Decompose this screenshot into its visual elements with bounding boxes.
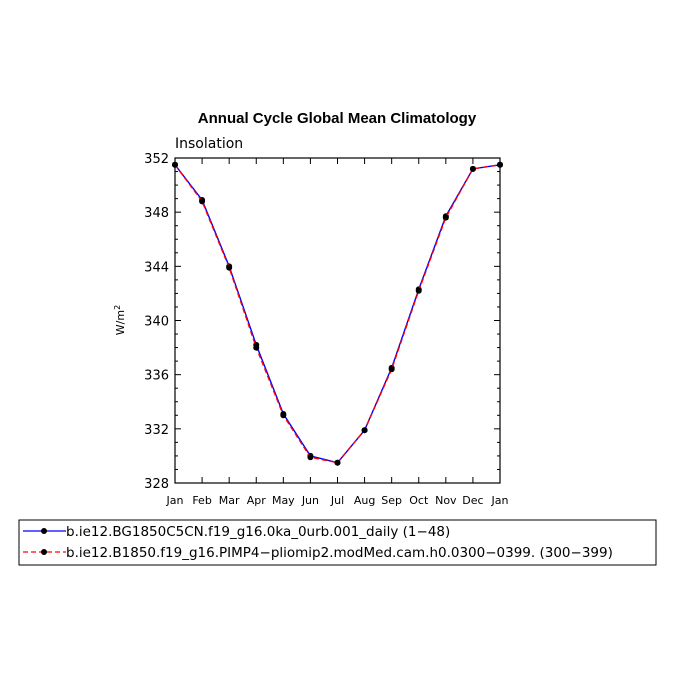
- y-tick-label: 348: [144, 206, 169, 221]
- legend-marker-1: [41, 528, 47, 534]
- x-tick-label: Jun: [301, 494, 319, 507]
- x-tick-label: Nov: [435, 494, 457, 507]
- x-tick-label: Jul: [330, 494, 344, 507]
- legend-box: [18, 519, 657, 566]
- series-2-point: [253, 344, 260, 351]
- series-2-point: [415, 287, 422, 294]
- series-layer: [172, 161, 503, 466]
- y-tick-label: 344: [144, 260, 169, 275]
- plot-frame: [174, 157, 501, 484]
- y-axis-label-unit: W/m: [114, 310, 127, 335]
- series-2-point: [388, 366, 395, 373]
- x-tick-label: Jan: [491, 494, 509, 507]
- y-tick-label: 332: [144, 423, 169, 438]
- series-2-point: [280, 412, 287, 419]
- x-tick-label: May: [272, 494, 295, 507]
- series-2-point: [307, 454, 314, 461]
- series-2-point: [199, 198, 206, 205]
- x-tick-label: Apr: [247, 494, 267, 507]
- x-tick-label: Mar: [219, 494, 240, 507]
- legend-label-1: b.ie12.BG1850C5CN.f19_g16.0ka_0urb.001_d…: [66, 524, 450, 540]
- y-axis-label-exponent: 2: [113, 305, 122, 310]
- series-2-point: [442, 214, 449, 221]
- axis-ticks: 328 332 336 340 344 348 352 Jan Feb Mar Apr May Jun J…: [144, 152, 508, 507]
- y-tick-label: 336: [144, 369, 169, 384]
- y-tick-label: 352: [144, 152, 169, 167]
- x-tick-label: Jan: [166, 494, 184, 507]
- y-axis-label: W/m2: [113, 305, 127, 335]
- x-tick-label: Dec: [462, 494, 483, 507]
- legend: b.ie12.BG1850C5CN.f19_g16.0ka_0urb.001_d…: [18, 519, 657, 566]
- series-2-point: [361, 427, 368, 434]
- chart-title: Annual Cycle Global Mean Climatology: [198, 110, 477, 127]
- x-tick-label: Sep: [381, 494, 402, 507]
- x-tick-label: Oct: [409, 494, 429, 507]
- series-line-2: [174, 164, 501, 464]
- series-line-1: [174, 164, 501, 464]
- x-tick-label: Aug: [354, 494, 375, 507]
- y-tick-label: 328: [144, 477, 169, 492]
- series-2-point: [469, 165, 476, 172]
- chart-subtitle: Insolation: [175, 136, 243, 152]
- x-tick-label: Feb: [192, 494, 211, 507]
- series-2-point: [226, 264, 233, 271]
- series-2-point: [334, 459, 341, 466]
- legend-label-2: b.ie12.B1850.f19_g16.PIMP4−pliomip2.modM…: [66, 545, 613, 561]
- y-tick-label: 340: [144, 315, 169, 330]
- legend-marker-2: [41, 549, 47, 555]
